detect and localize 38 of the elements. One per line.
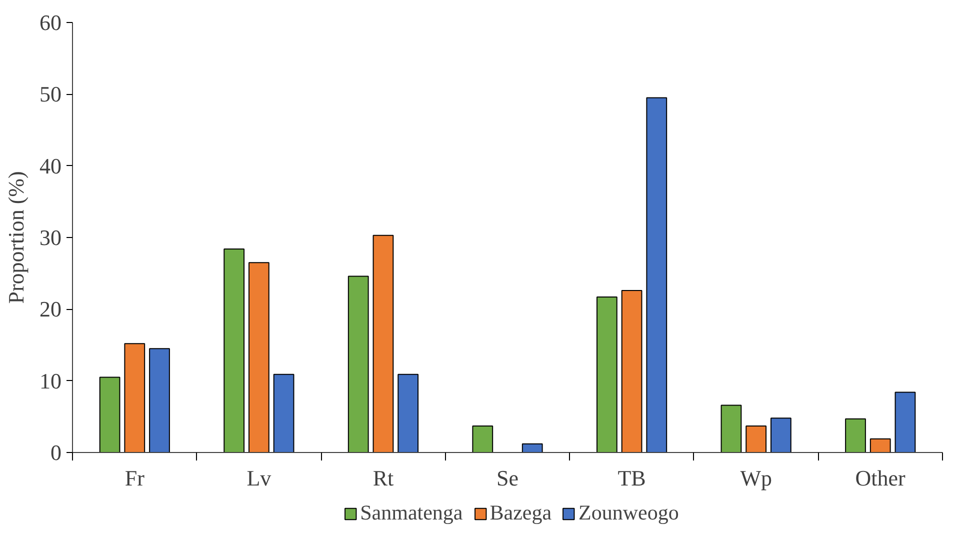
bar xyxy=(621,290,642,452)
x-tick-label: Fr xyxy=(124,466,146,490)
y-tick-label: 10 xyxy=(40,368,62,394)
x-tick-label: Wp xyxy=(740,466,772,490)
bar xyxy=(248,262,270,452)
y-tick-label: 60 xyxy=(40,10,62,35)
bar xyxy=(99,376,120,452)
bar xyxy=(894,392,916,452)
bar xyxy=(720,404,742,452)
y-tick-label: 20 xyxy=(40,296,62,322)
y-axis-title: Proportion (%) xyxy=(4,171,28,304)
y-tick-label: 50 xyxy=(40,82,62,107)
bar xyxy=(372,234,394,452)
bar xyxy=(224,248,245,452)
bar xyxy=(646,97,668,452)
y-tick-label: 30 xyxy=(40,225,62,250)
bar xyxy=(273,374,294,452)
bar xyxy=(845,418,866,452)
x-tick-label: Lv xyxy=(246,466,272,490)
y-tick-label: 0 xyxy=(50,440,62,465)
bar xyxy=(124,343,146,452)
bar xyxy=(746,425,767,452)
bar xyxy=(348,276,369,452)
bar xyxy=(596,296,618,452)
y-tick-label: 40 xyxy=(40,153,62,178)
legend-label: Sanmatenga xyxy=(360,500,463,526)
bar xyxy=(522,443,543,452)
bar xyxy=(149,348,170,452)
bar xyxy=(770,418,792,452)
x-tick-label: Rt xyxy=(372,466,394,490)
legend-label: Bazega xyxy=(490,500,552,526)
bar xyxy=(870,438,891,452)
x-tick-label: Other xyxy=(855,466,906,490)
bar xyxy=(472,425,494,452)
x-tick-label: Se xyxy=(496,466,518,490)
legend-label: Zounweogo xyxy=(578,500,679,526)
x-tick-label: TB xyxy=(618,466,646,490)
bar xyxy=(398,374,419,452)
